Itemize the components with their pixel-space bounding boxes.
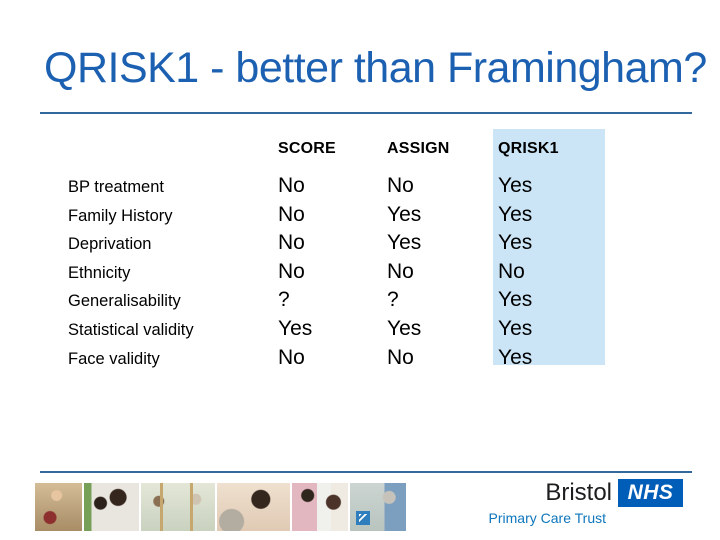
table-row: Deprivation No Yes Yes [68, 231, 605, 260]
comparison-table: SCORE ASSIGN QRISK1 BP treatment No No Y… [68, 139, 605, 374]
table-row: Generalisability ? ? Yes [68, 288, 605, 317]
row-label: Family History [68, 206, 173, 225]
column-header-score: SCORE [278, 140, 336, 157]
cell-assign: No [387, 174, 414, 197]
column-header-assign: ASSIGN [387, 140, 450, 157]
slide-title: QRISK1 - better than Framingham? [44, 44, 707, 92]
cell-qrisk1: Yes [498, 231, 533, 255]
row-label: Ethnicity [68, 263, 131, 282]
cell-score: No [278, 231, 305, 255]
photo-exercise-class [141, 483, 215, 531]
cell-assign: Yes [387, 202, 422, 226]
photo-dentist-and-patient [217, 483, 290, 531]
cell-score: No [278, 202, 305, 226]
table-row: Face validity No No Yes [68, 346, 605, 375]
table-row: BP treatment No No Yes [68, 174, 605, 203]
cell-qrisk1: No [498, 259, 525, 283]
photo-strip [35, 483, 406, 531]
row-label: Generalisability [68, 292, 181, 311]
cell-qrisk1: Yes [498, 316, 533, 340]
cell-score: ? [278, 288, 290, 312]
cell-score: Yes [278, 316, 313, 340]
table-row: Ethnicity No No No [68, 260, 605, 289]
qrisk1-highlight-column [493, 129, 605, 365]
cell-score: No [278, 259, 305, 283]
table-row: Family History No Yes Yes [68, 203, 605, 232]
cell-score: No [278, 174, 305, 197]
nhs-brand-block: Bristol NHS Primary Care Trust [489, 479, 683, 526]
title-divider-line [40, 112, 692, 114]
row-label: BP treatment [68, 178, 164, 196]
photo-mother-and-child [84, 483, 139, 531]
cell-assign: No [387, 259, 414, 283]
nhs-logo: NHS [618, 479, 683, 507]
row-label: Face validity [68, 349, 160, 368]
row-label: Statistical validity [68, 320, 194, 339]
cell-qrisk1: Yes [498, 174, 533, 197]
cell-score: No [278, 345, 305, 369]
row-label: Deprivation [68, 235, 152, 254]
cell-qrisk1: Yes [498, 288, 533, 312]
photo-reception-desk [350, 483, 406, 531]
cell-qrisk1: Yes [498, 345, 533, 369]
footer-divider-line [40, 471, 692, 473]
cell-assign: Yes [387, 231, 422, 255]
column-header-qrisk1: QRISK1 [498, 140, 559, 157]
photo-doctor-consultation [292, 483, 348, 531]
cell-assign: No [387, 345, 414, 369]
nhs-brand-top-row: Bristol NHS [489, 479, 683, 507]
table-row: Statistical validity Yes Yes Yes [68, 317, 605, 346]
cell-qrisk1: Yes [498, 202, 533, 226]
photo-badge-icon [356, 511, 370, 525]
photo-child-with-ball [35, 483, 82, 531]
org-name: Bristol [545, 479, 612, 506]
cell-assign: Yes [387, 316, 422, 340]
cell-assign: ? [387, 288, 399, 312]
table-header-row: SCORE ASSIGN QRISK1 [68, 139, 605, 174]
org-subtitle: Primary Care Trust [488, 510, 606, 526]
